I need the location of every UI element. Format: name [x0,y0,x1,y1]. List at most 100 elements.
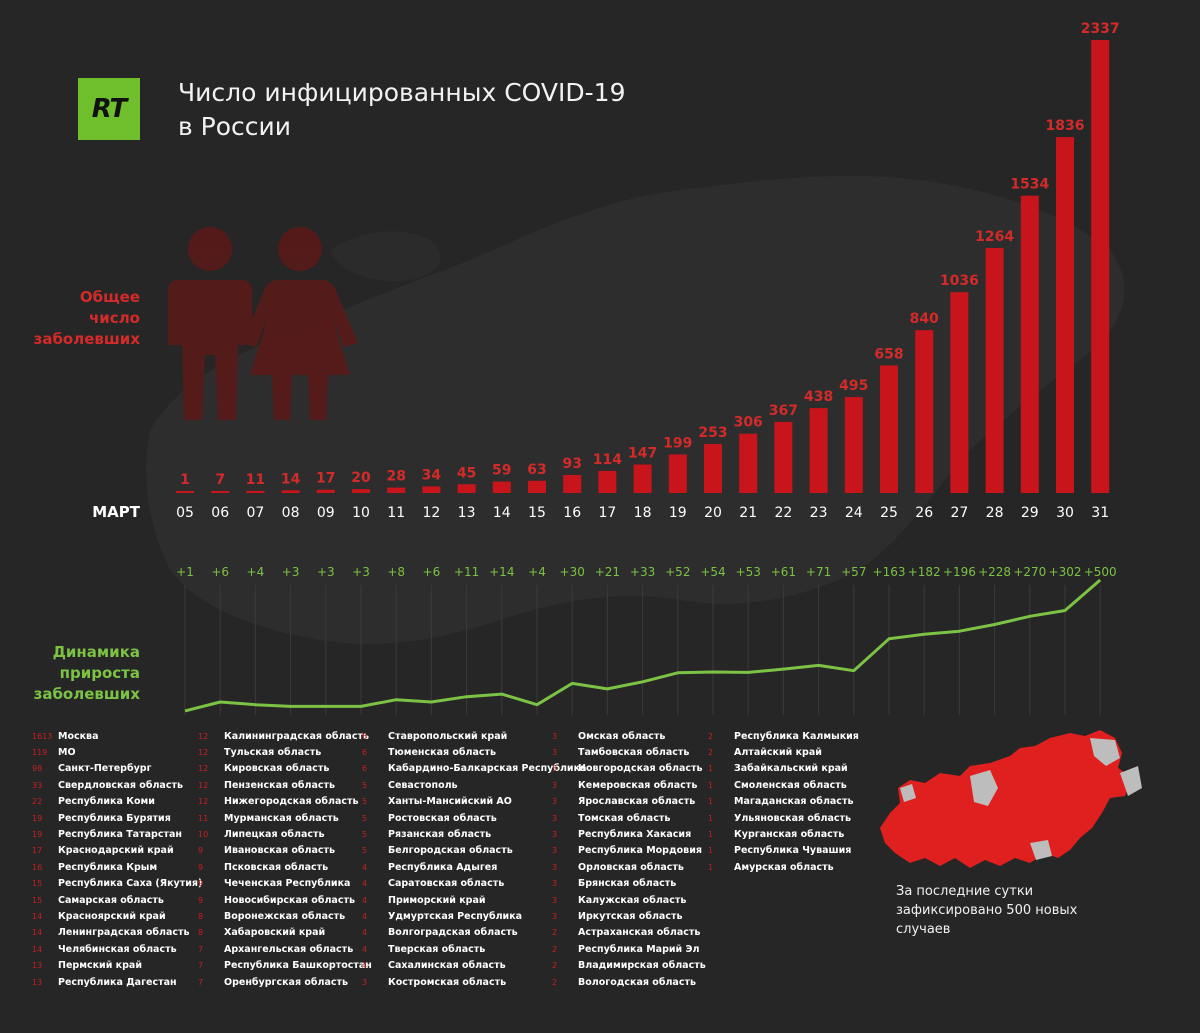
bar-19 [668,454,687,493]
region-row: 3 Калужская область [552,892,706,908]
russia-grey-region-2 [1090,738,1120,766]
bar-25 [880,365,898,493]
region-row: 5 Белгородская область [362,843,586,859]
region-name: Сахалинская область [388,960,506,972]
region-count: 12 [198,764,209,774]
region-row: 12 Калининградская область [198,728,372,744]
region-count: 12 [198,731,209,741]
bar-value-label: 367 [769,403,798,419]
region-row: 3 Новгородская область [552,761,706,777]
daily-increase-label: +3 [317,565,335,579]
region-row: 7 Архангельская область [198,941,372,957]
bar-value-label: 17 [316,471,335,487]
region-name: Севастополь [388,779,458,791]
region-row: 3 Республика Мордовия [552,843,706,859]
people-icon [168,227,358,420]
date-tick-label: 29 [1021,505,1039,521]
region-name: Республика Дагестан [58,976,177,988]
daily-increase-label: +163 [873,565,906,579]
region-row: 2 Владимирская область [552,957,706,973]
region-name: Свердловская область [58,779,183,791]
regions-column-4: 3 Омская область 3 Тамбовская область 3 Новго… [552,728,706,990]
date-tick-label: 21 [739,505,757,521]
date-tick-label: 11 [387,505,405,521]
region-name: Республика Калмыкия [734,730,859,742]
region-count: 7 [198,944,204,954]
region-name: МО [58,747,76,759]
region-row: 3 Костромская область [362,974,586,990]
region-count: 16 [32,862,43,872]
region-row: 10 Липецкая область [198,826,372,842]
region-row: 9 Псковская область [198,859,372,875]
bar-value-label: 1036 [940,273,979,289]
bar-value-label: 28 [386,469,405,485]
region-row: 9 Ивановская область [198,843,372,859]
region-count: 12 [198,748,209,758]
region-row: 2 Алтайский край [708,744,859,760]
region-count: 17 [32,846,43,856]
region-count: 3 [552,731,558,741]
region-name: Калужская область [578,894,687,906]
total-cases-label: Общее число заболевших [20,287,140,350]
region-row: 22 Республика Коми [32,794,202,810]
region-name: Забайкальский край [734,763,848,775]
region-row: 1 Смоленская область [708,777,859,793]
region-row: 15 Республика Саха (Якутия) [32,876,202,892]
region-count: 3 [552,911,558,921]
region-count: 3 [552,748,558,758]
region-name: Рязанская область [388,829,492,841]
bar-11 [387,487,406,493]
man-body-icon [168,280,252,420]
bar-07 [246,490,265,493]
daily-increase-label: +8 [387,565,405,579]
region-row: 6 Кабардино-Балкарская Республика [362,761,586,777]
region-row: 2 Вологодская область [552,974,706,990]
region-row: 6 Тюменская область [362,744,586,760]
date-tick-label: 15 [528,505,546,521]
region-count: 5 [362,813,368,823]
region-count: 3 [552,764,558,774]
region-name: Республика Бурятия [58,812,171,824]
bar-18 [633,464,652,493]
date-tick-label: 26 [915,505,933,521]
region-count: 1 [708,862,714,872]
region-row: 8 Воронежская область [198,908,372,924]
bar-value-label: 1264 [975,229,1014,245]
daily-increase-label: +6 [423,565,441,579]
bar-16 [563,474,582,493]
daily-increase-label: +11 [454,565,479,579]
bar-value-label: 93 [562,456,581,472]
region-count: 5 [362,830,368,840]
region-count: 12 [198,780,209,790]
region-row: 9 Чеченская Республика [198,876,372,892]
rt-logo: RT [78,78,140,140]
russia-grey-region-4 [900,784,916,802]
region-name: Курганская область [734,829,845,841]
chart-grid-lines [184,585,1101,715]
daily-increase-label: +182 [908,565,941,579]
bar-value-label: 45 [457,465,476,481]
region-count: 14 [32,928,43,938]
region-row: 3 Республика Хакасия [552,826,706,842]
region-count: 19 [32,813,43,823]
region-name: Москва [58,730,99,742]
region-name: Ульяновская область [734,812,852,824]
region-row: 14 Челябинская область [32,941,202,957]
woman-body-icon [242,280,358,420]
region-count: 2 [708,731,714,741]
date-tick-label: 30 [1056,505,1074,521]
region-row: 7 Оренбургская область [198,974,372,990]
background-continent-shape-2 [330,231,441,282]
bar-06 [211,491,230,493]
region-count: 13 [32,977,43,987]
region-count: 2 [552,928,558,938]
region-count: 4 [362,862,368,872]
daily-increase-label: +3 [282,565,300,579]
bar-value-label: 1534 [1010,177,1049,193]
region-count: 14 [32,944,43,954]
date-tick-label: 05 [176,505,194,521]
region-count: 3 [552,895,558,905]
bar-24 [844,397,863,493]
